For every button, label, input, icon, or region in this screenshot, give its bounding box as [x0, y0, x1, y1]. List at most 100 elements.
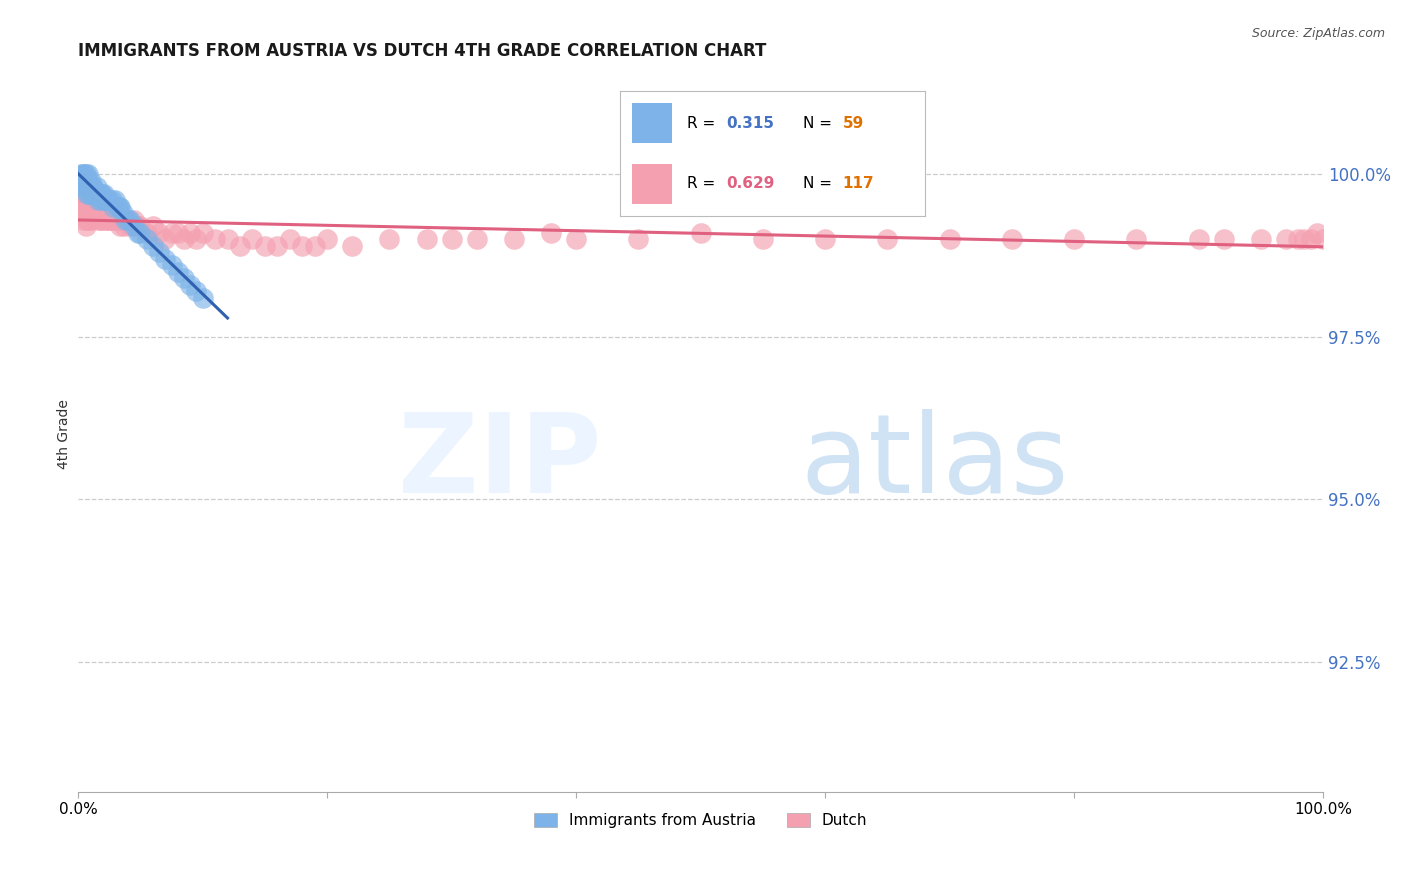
- Point: [1294, 232, 1316, 246]
- Point: [90, 212, 112, 227]
- Point: [75, 200, 97, 214]
- Point: [316, 232, 339, 246]
- Point: [72, 167, 94, 181]
- Point: [114, 212, 136, 227]
- Point: [69, 167, 91, 181]
- Point: [186, 284, 208, 298]
- Point: [378, 232, 401, 246]
- Point: [160, 226, 183, 240]
- Point: [84, 206, 107, 220]
- Point: [1212, 232, 1234, 246]
- Point: [86, 186, 108, 201]
- Point: [90, 186, 112, 201]
- Point: [98, 212, 121, 227]
- Point: [229, 238, 252, 252]
- Point: [82, 180, 104, 194]
- Point: [266, 238, 288, 252]
- Point: [82, 186, 104, 201]
- Y-axis label: 4th Grade: 4th Grade: [58, 400, 72, 469]
- Point: [73, 167, 96, 181]
- Point: [278, 232, 301, 246]
- Point: [90, 186, 112, 201]
- Point: [291, 238, 314, 252]
- Point: [166, 226, 188, 240]
- Point: [135, 226, 157, 240]
- Point: [67, 180, 90, 194]
- Point: [72, 212, 94, 227]
- Point: [79, 200, 101, 214]
- Point: [135, 232, 157, 246]
- Point: [117, 212, 139, 227]
- Point: [76, 200, 98, 214]
- Point: [186, 232, 208, 246]
- Point: [73, 174, 96, 188]
- Point: [79, 174, 101, 188]
- Point: [75, 219, 97, 234]
- Point: [79, 180, 101, 194]
- Point: [70, 180, 93, 194]
- Point: [160, 258, 183, 272]
- Point: [142, 238, 165, 252]
- Point: [108, 200, 131, 214]
- Point: [122, 212, 145, 227]
- Point: [87, 212, 110, 227]
- Point: [122, 219, 145, 234]
- Point: [191, 226, 214, 240]
- Point: [112, 219, 135, 234]
- Point: [83, 206, 105, 220]
- Point: [1250, 232, 1272, 246]
- Point: [107, 200, 129, 214]
- Point: [304, 238, 326, 252]
- Point: [465, 232, 488, 246]
- Point: [94, 212, 117, 227]
- Point: [179, 226, 201, 240]
- Point: [75, 186, 97, 201]
- Point: [110, 200, 132, 214]
- Point: [76, 174, 98, 188]
- Point: [79, 212, 101, 227]
- Point: [104, 212, 127, 227]
- Point: [94, 193, 117, 207]
- Point: [75, 167, 97, 181]
- Point: [73, 180, 96, 194]
- Point: [148, 226, 170, 240]
- Point: [104, 193, 127, 207]
- Point: [110, 219, 132, 234]
- Point: [142, 219, 165, 234]
- Point: [76, 180, 98, 194]
- Point: [98, 193, 121, 207]
- Point: [155, 232, 177, 246]
- Point: [82, 206, 104, 220]
- Point: [77, 200, 100, 214]
- Point: [1188, 232, 1211, 246]
- Point: [689, 226, 711, 240]
- Point: [253, 238, 276, 252]
- Point: [876, 232, 898, 246]
- Point: [440, 232, 463, 246]
- Point: [76, 212, 98, 227]
- Point: [80, 206, 103, 220]
- Text: IMMIGRANTS FROM AUSTRIA VS DUTCH 4TH GRADE CORRELATION CHART: IMMIGRANTS FROM AUSTRIA VS DUTCH 4TH GRA…: [79, 42, 766, 60]
- Point: [90, 212, 112, 227]
- Point: [242, 232, 264, 246]
- Point: [120, 219, 142, 234]
- Point: [179, 277, 201, 292]
- Point: [79, 186, 101, 201]
- Point: [89, 206, 111, 220]
- Point: [86, 180, 108, 194]
- Point: [93, 186, 115, 201]
- Point: [127, 226, 149, 240]
- Point: [1275, 232, 1298, 246]
- Point: [101, 200, 124, 214]
- Point: [73, 206, 96, 220]
- Point: [627, 232, 650, 246]
- Legend: Immigrants from Austria, Dutch: Immigrants from Austria, Dutch: [527, 807, 873, 834]
- Point: [90, 193, 112, 207]
- Point: [91, 193, 114, 207]
- Point: [79, 180, 101, 194]
- Point: [100, 212, 122, 227]
- Point: [70, 206, 93, 220]
- Point: [217, 232, 239, 246]
- Point: [69, 200, 91, 214]
- Text: ZIP: ZIP: [398, 409, 600, 516]
